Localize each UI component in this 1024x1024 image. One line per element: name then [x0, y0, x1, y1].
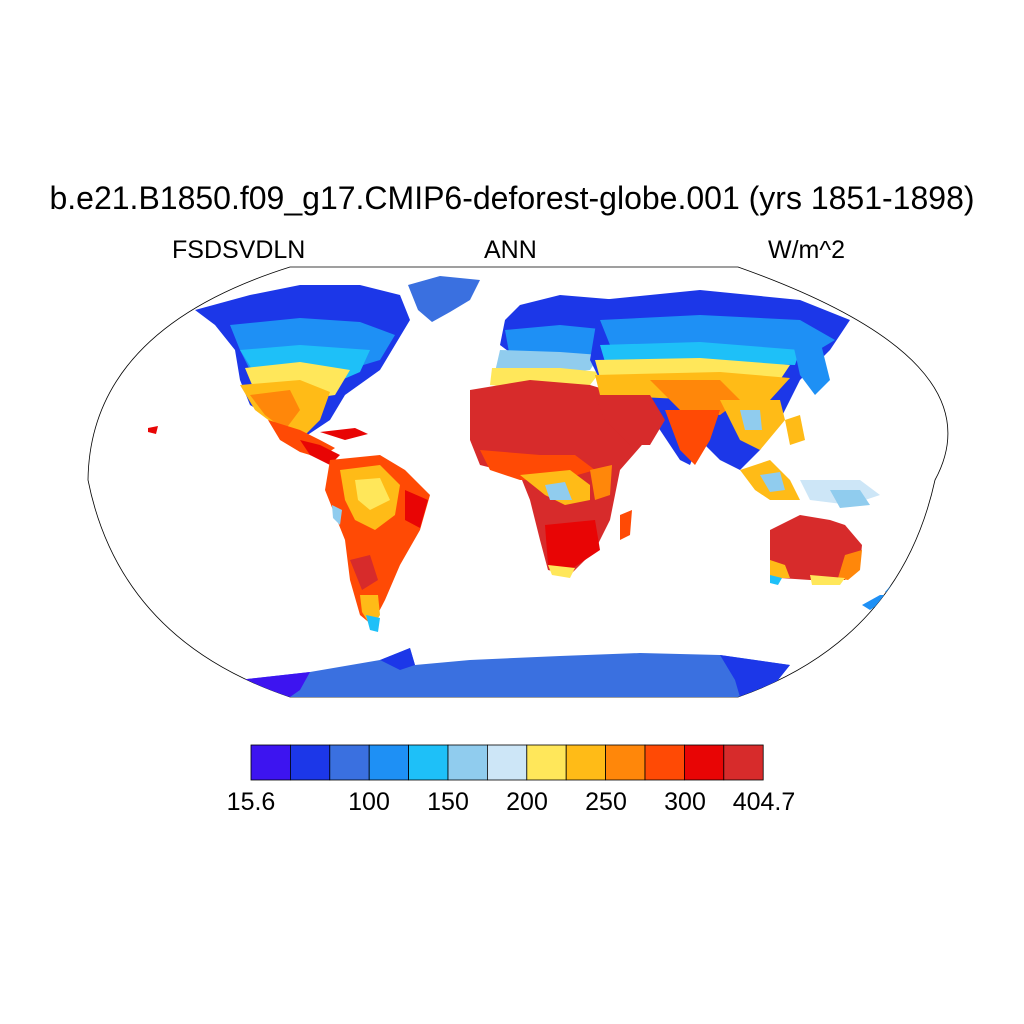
colorbar-box — [368, 744, 410, 781]
colorbar-box — [526, 744, 567, 781]
colorbar — [250, 744, 764, 781]
colorbar-box — [684, 744, 725, 781]
colorbar-box — [486, 744, 528, 781]
greenland — [408, 276, 480, 322]
colorbar-label: 404.7 — [732, 788, 796, 816]
colorbar-label: 150 — [427, 788, 469, 816]
antarctica — [238, 648, 790, 697]
north-america — [148, 285, 410, 465]
season-label: ANN — [484, 236, 537, 264]
colorbar-box — [329, 744, 370, 781]
colorbar-box — [644, 744, 685, 781]
colorbar-box — [605, 744, 646, 781]
colorbar-label: 100 — [348, 788, 390, 816]
colorbar-label: 300 — [664, 788, 706, 816]
map-title: b.e21.B1850.f09_g17.CMIP6-deforest-globe… — [49, 180, 975, 216]
south-america — [325, 455, 430, 632]
variable-label: FSDSVDLN — [172, 236, 306, 264]
colorbar-label: 200 — [506, 788, 548, 816]
colorbar-box — [289, 744, 331, 781]
colorbar-box — [565, 744, 607, 781]
colorbar-box — [408, 744, 449, 781]
units-label: W/m^2 — [768, 236, 846, 264]
colorbar-box — [723, 744, 764, 781]
europe — [490, 295, 620, 388]
colorbar-label: 250 — [585, 788, 627, 816]
asia — [590, 290, 880, 508]
africa — [470, 380, 655, 578]
colorbar-box — [447, 744, 488, 781]
colorbar-box — [250, 744, 291, 781]
colorbar-label: 15.6 — [226, 788, 276, 816]
